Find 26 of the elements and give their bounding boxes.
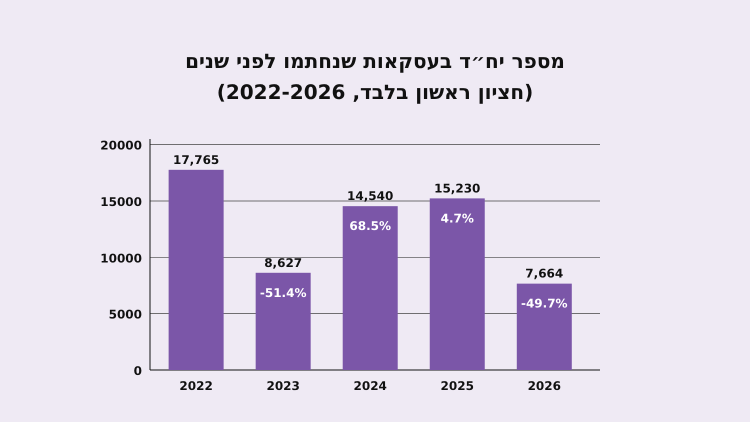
data-label: 17,765 — [172, 152, 220, 167]
y-tick-label: 0 — [134, 364, 142, 378]
annotation: -49.7% — [520, 296, 568, 311]
bar — [168, 170, 224, 370]
annotation: -51.4% — [260, 286, 306, 300]
y-tick-label: 5000 — [108, 308, 142, 322]
data-label: 14,540 — [347, 189, 394, 204]
x-tick-label: 2023 — [266, 379, 300, 393]
x-tick-label: 2024 — [354, 379, 387, 393]
x-tick-label: 2026 — [528, 379, 561, 393]
y-tick-label: 15000 — [100, 194, 142, 209]
data-label: 8,627 — [264, 256, 302, 270]
y-tick-label: 20000 — [100, 138, 142, 153]
annotation: 4.7% — [440, 211, 474, 226]
bar — [256, 272, 311, 370]
chart-subtitle: (חציון ראשון בלבד, 2022-2026) — [216, 80, 534, 104]
chart-title: מספר יח״ד בעסקאות שנחתמו לפני שנים — [185, 49, 565, 73]
x-tick-label: 2022 — [179, 379, 213, 393]
data-label: 7,664 — [525, 266, 564, 281]
y-tick-label: 10000 — [100, 251, 142, 266]
annotation: 68.5% — [349, 219, 392, 234]
x-tick-label: 2025 — [440, 379, 474, 393]
data-label: 15,230 — [434, 181, 480, 196]
bar — [516, 284, 572, 370]
bar — [430, 198, 485, 370]
bar — [342, 206, 398, 370]
